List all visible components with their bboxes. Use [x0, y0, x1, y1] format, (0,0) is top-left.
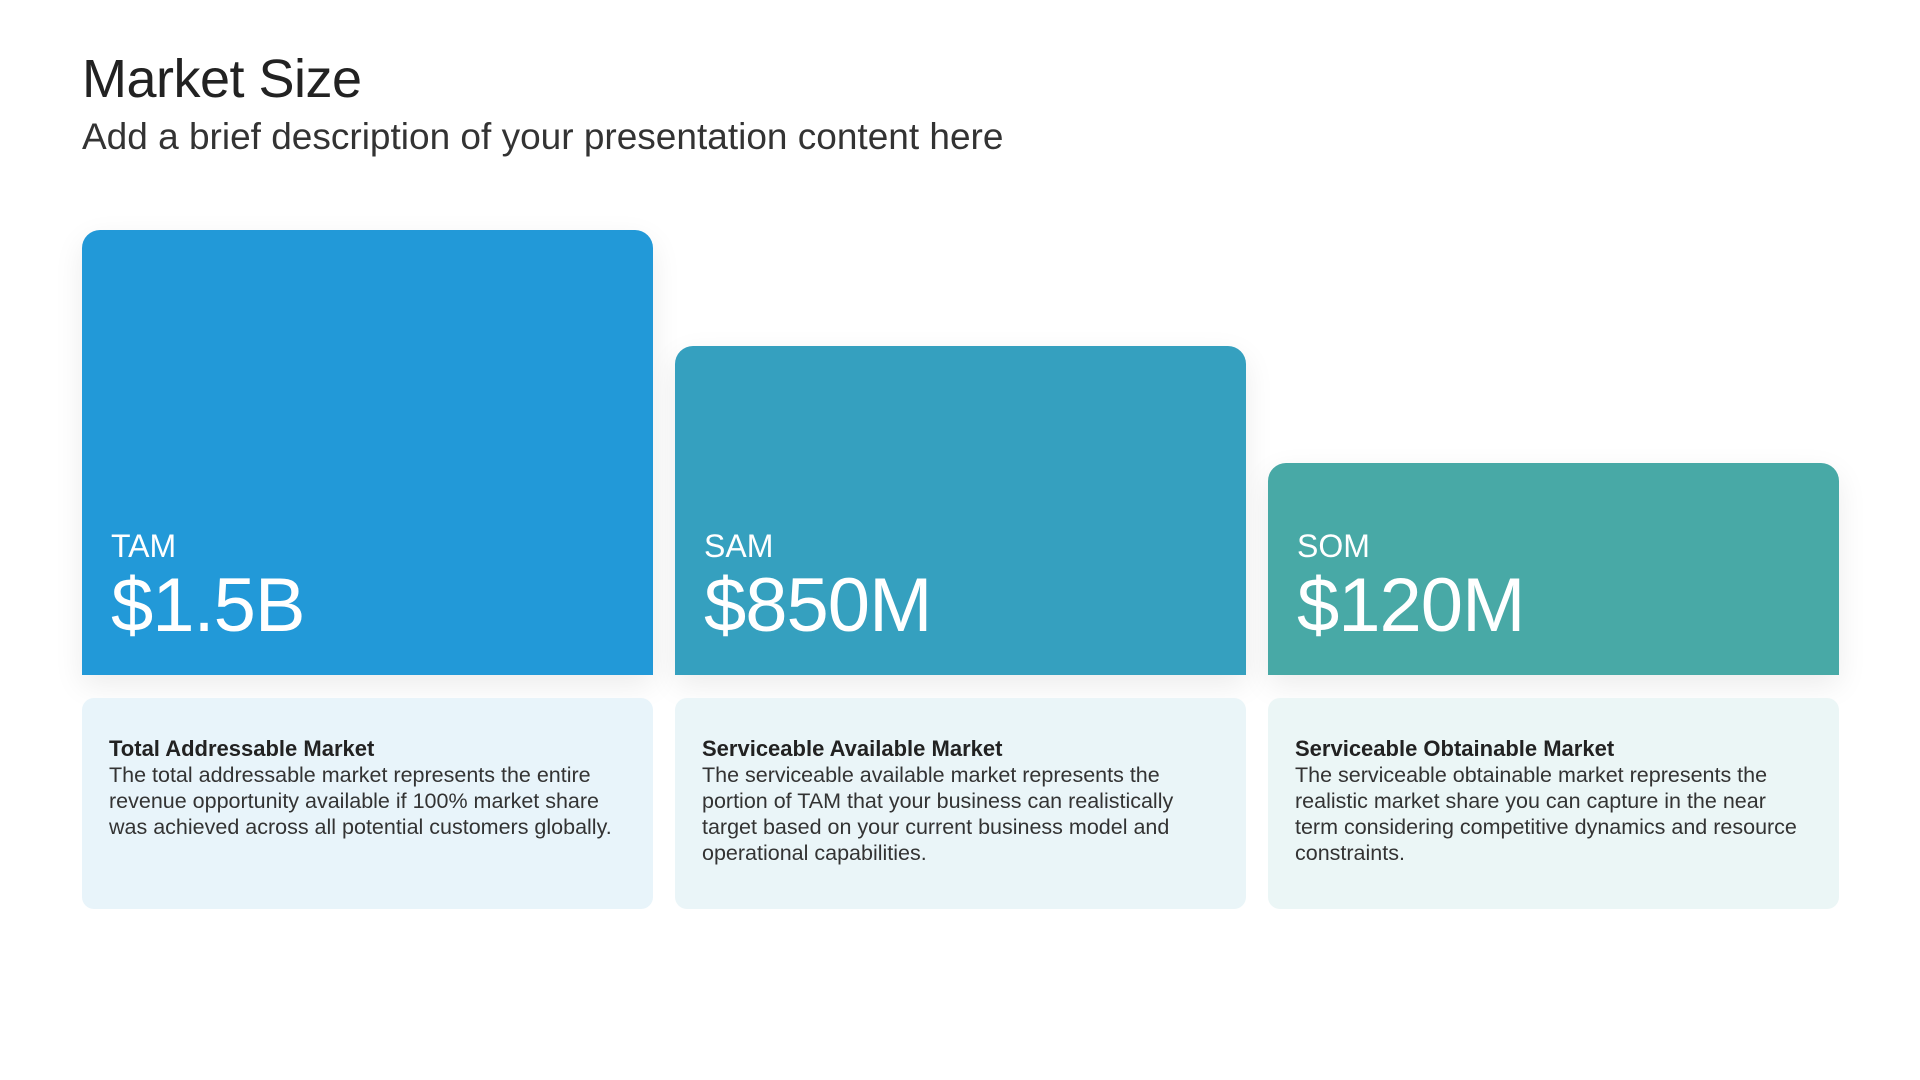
- tam-description-body: The total addressable market represents …: [109, 763, 612, 839]
- page-title: Market Size: [82, 49, 362, 109]
- som-label: SOM: [1297, 528, 1370, 564]
- sam-card: SAM $850M: [675, 346, 1246, 675]
- sam-value: $850M: [704, 563, 932, 648]
- sam-description: Serviceable Available Market The service…: [675, 698, 1246, 909]
- sam-description-title: Serviceable Available Market: [702, 736, 1003, 761]
- tam-label: TAM: [111, 528, 177, 564]
- tam-description-title: Total Addressable Market: [109, 736, 375, 761]
- page-subtitle: Add a brief description of your presenta…: [82, 116, 1004, 157]
- som-description-title: Serviceable Obtainable Market: [1295, 736, 1615, 761]
- sam-label: SAM: [704, 528, 774, 564]
- sam-description-body: The serviceable available market represe…: [702, 763, 1174, 865]
- som-card: SOM $120M: [1268, 463, 1839, 675]
- tam-card: TAM $1.5B: [82, 230, 653, 675]
- som-value: $120M: [1297, 563, 1525, 648]
- tam-description: Total Addressable Market The total addre…: [82, 698, 653, 909]
- tam-value: $1.5B: [111, 563, 306, 648]
- som-description-body: The serviceable obtainable market repres…: [1295, 763, 1797, 865]
- som-description: Serviceable Obtainable Market The servic…: [1268, 698, 1839, 909]
